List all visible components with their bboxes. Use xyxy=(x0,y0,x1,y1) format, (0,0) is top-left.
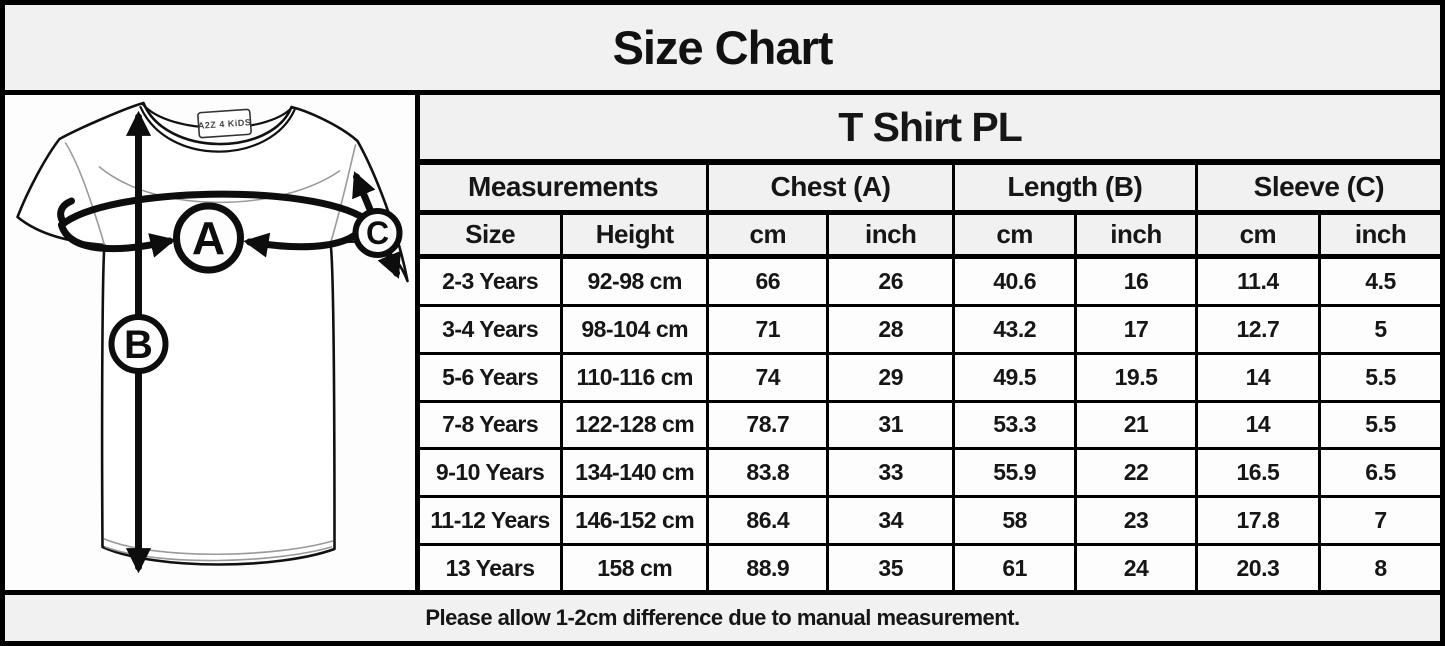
length-cm-cell: 40.6 xyxy=(951,254,1078,307)
table-row: 11-12 Years 146-152 cm 86.4 34 58 23 17.… xyxy=(420,495,1440,547)
chest-cm-cell: 74 xyxy=(706,351,830,403)
tshirt-outline: A2Z 4 KiDS xyxy=(16,101,409,566)
chest-inch-cell: 26 xyxy=(826,254,955,307)
subheader-sleeve-cm: cm xyxy=(1194,210,1322,259)
height-cell: 134-140 cm xyxy=(560,447,710,499)
collar-tag: A2Z 4 KiDS xyxy=(197,108,252,139)
footer-note-bar: Please allow 1-2cm difference due to man… xyxy=(5,595,1440,641)
height-cell: 158 cm xyxy=(560,543,710,590)
subheader-length-inch: inch xyxy=(1074,210,1198,259)
height-cell: 98-104 cm xyxy=(560,303,710,355)
length-inch-cell: 16 xyxy=(1074,254,1198,307)
sleeve-inch-cell: 8 xyxy=(1318,543,1440,590)
chest-inch-cell: 28 xyxy=(826,303,955,355)
group-header-row: Measurements Chest (A) Length (B) Sleeve… xyxy=(420,160,1440,215)
chest-cm-cell: 78.7 xyxy=(706,399,830,451)
sleeve-cm-cell: 12.7 xyxy=(1194,303,1322,355)
size-cell: 11-12 Years xyxy=(420,495,564,547)
sleeve-cm-cell: 16.5 xyxy=(1194,447,1322,499)
table-row: 7-8 Years 122-128 cm 78.7 31 53.3 21 14 … xyxy=(420,399,1440,451)
tshirt-diagram-panel: A2Z 4 KiDS xyxy=(5,95,420,590)
length-cm-cell: 55.9 xyxy=(951,447,1078,499)
product-title-row: T Shirt PL xyxy=(420,95,1440,165)
product-title-cell: T Shirt PL xyxy=(420,95,1440,165)
subheader-height: Height xyxy=(560,210,710,259)
sleeve-inch-cell: 5.5 xyxy=(1318,351,1440,403)
length-cm-cell: 58 xyxy=(951,495,1078,547)
height-cell: 122-128 cm xyxy=(560,399,710,451)
length-cm-cell: 61 xyxy=(951,543,1078,590)
table-row: 5-6 Years 110-116 cm 74 29 49.5 19.5 14 … xyxy=(420,351,1440,403)
height-cell: 92-98 cm xyxy=(560,254,710,307)
marker-c-letter: C xyxy=(366,215,389,251)
marker-b: B xyxy=(108,314,169,374)
main-area: A2Z 4 KiDS xyxy=(5,95,1440,595)
sleeve-cm-cell: 17.8 xyxy=(1194,495,1322,547)
size-cell: 5-6 Years xyxy=(420,351,564,403)
sleeve-inch-cell: 5 xyxy=(1318,303,1440,355)
length-inch-cell: 23 xyxy=(1074,495,1198,547)
group-header-chest: Chest (A) xyxy=(706,160,955,215)
length-inch-cell: 24 xyxy=(1074,543,1198,590)
height-cell: 146-152 cm xyxy=(560,495,710,547)
subheader-sleeve-inch: inch xyxy=(1318,210,1440,259)
chest-cm-cell: 88.9 xyxy=(706,543,830,590)
size-table-panel: T Shirt PL Measurements Chest (A) Length… xyxy=(420,95,1440,590)
chest-cm-cell: 83.8 xyxy=(706,447,830,499)
subheader-size: Size xyxy=(420,210,564,259)
sleeve-inch-cell: 4.5 xyxy=(1318,254,1440,307)
tshirt-diagram: A2Z 4 KiDS xyxy=(16,101,409,574)
sleeve-cm-cell: 20.3 xyxy=(1194,543,1322,590)
chest-inch-cell: 34 xyxy=(826,495,955,547)
chest-inch-cell: 31 xyxy=(826,399,955,451)
table-row: 3-4 Years 98-104 cm 71 28 43.2 17 12.7 5 xyxy=(420,303,1440,355)
chest-cm-cell: 71 xyxy=(706,303,830,355)
collar-tag-label: A2Z 4 KiDS xyxy=(198,117,252,131)
sleeve-inch-cell: 7 xyxy=(1318,495,1440,547)
sub-header-row: Size Height cm inch cm inch cm inch xyxy=(420,210,1440,259)
marker-a-letter: A xyxy=(192,212,225,264)
size-table: T Shirt PL Measurements Chest (A) Length… xyxy=(420,95,1440,590)
table-row: 9-10 Years 134-140 cm 83.8 33 55.9 22 16… xyxy=(420,447,1440,499)
length-cm-cell: 43.2 xyxy=(951,303,1078,355)
page-title: Size Chart xyxy=(612,21,834,74)
group-header-sleeve: Sleeve (C) xyxy=(1194,160,1440,215)
subheader-length-cm: cm xyxy=(951,210,1078,259)
height-cell: 110-116 cm xyxy=(560,351,710,403)
chest-inch-cell: 29 xyxy=(826,351,955,403)
marker-b-letter: B xyxy=(124,323,153,367)
size-cell: 7-8 Years xyxy=(420,399,564,451)
size-cell: 9-10 Years xyxy=(420,447,564,499)
chest-cm-cell: 86.4 xyxy=(706,495,830,547)
length-inch-cell: 19.5 xyxy=(1074,351,1198,403)
group-header-length: Length (B) xyxy=(951,160,1198,215)
subheader-chest-inch: inch xyxy=(826,210,955,259)
sleeve-cm-cell: 14 xyxy=(1194,399,1322,451)
chest-cm-cell: 66 xyxy=(706,254,830,307)
length-inch-cell: 21 xyxy=(1074,399,1198,451)
chest-inch-cell: 33 xyxy=(826,447,955,499)
marker-a: A xyxy=(173,202,244,274)
length-inch-cell: 22 xyxy=(1074,447,1198,499)
length-inch-cell: 17 xyxy=(1074,303,1198,355)
table-row: 13 Years 158 cm 88.9 35 61 24 20.3 8 xyxy=(420,543,1440,590)
sleeve-cm-cell: 14 xyxy=(1194,351,1322,403)
sleeve-cm-cell: 11.4 xyxy=(1194,254,1322,307)
title-bar: Size Chart xyxy=(5,5,1440,95)
subheader-chest-cm: cm xyxy=(706,210,830,259)
sleeve-inch-cell: 6.5 xyxy=(1318,447,1440,499)
size-cell: 3-4 Years xyxy=(420,303,564,355)
size-cell: 2-3 Years xyxy=(420,254,564,307)
length-cm-cell: 49.5 xyxy=(951,351,1078,403)
chest-inch-cell: 35 xyxy=(826,543,955,590)
marker-c: C xyxy=(352,208,403,258)
group-header-measurements: Measurements xyxy=(420,160,710,215)
length-cm-cell: 53.3 xyxy=(951,399,1078,451)
table-row: 2-3 Years 92-98 cm 66 26 40.6 16 11.4 4.… xyxy=(420,254,1440,307)
footer-note: Please allow 1-2cm difference due to man… xyxy=(425,605,1020,630)
size-cell: 13 Years xyxy=(420,543,564,590)
sleeve-inch-cell: 5.5 xyxy=(1318,399,1440,451)
